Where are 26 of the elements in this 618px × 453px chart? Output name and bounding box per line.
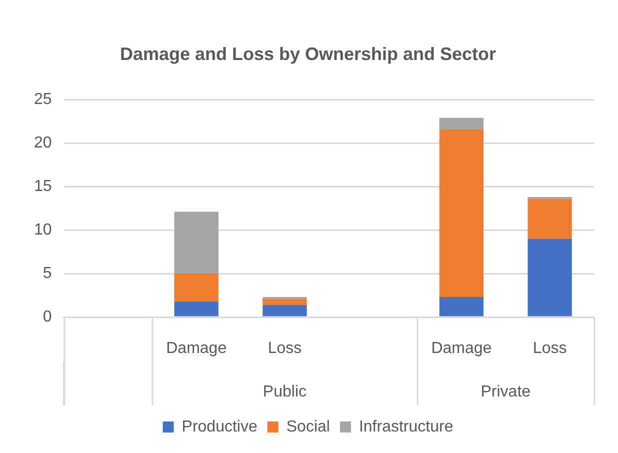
bar <box>528 238 572 316</box>
y-tick-label: 10 <box>34 221 52 238</box>
bar <box>174 212 218 274</box>
text: Public <box>262 383 307 400</box>
x-tick-label: Damage <box>166 340 227 358</box>
bar <box>439 297 484 316</box>
bar <box>262 298 307 305</box>
y-tick-label: 5 <box>42 264 52 282</box>
legend-label: Social <box>286 418 330 436</box>
bar <box>174 301 218 316</box>
legend-label: Infrastructure <box>358 418 454 436</box>
legend-label: Productive <box>182 418 258 436</box>
bar <box>174 274 218 302</box>
bar <box>528 198 572 239</box>
chart-title: Damage and Loss by Ownership and Sector <box>120 44 496 64</box>
x-tick-label: Loss <box>268 340 302 358</box>
text: Private <box>480 383 531 400</box>
bar <box>262 304 307 316</box>
y-tick-label: 0 <box>42 308 52 326</box>
x-tick-label: Damage <box>431 340 492 358</box>
bar <box>439 129 484 297</box>
bar <box>439 118 484 130</box>
y-tick-label: 20 <box>34 134 52 152</box>
y-tick-label: 25 <box>34 91 52 108</box>
x-tick-label: Loss <box>532 340 567 358</box>
y-tick-label: 15 <box>34 178 52 195</box>
